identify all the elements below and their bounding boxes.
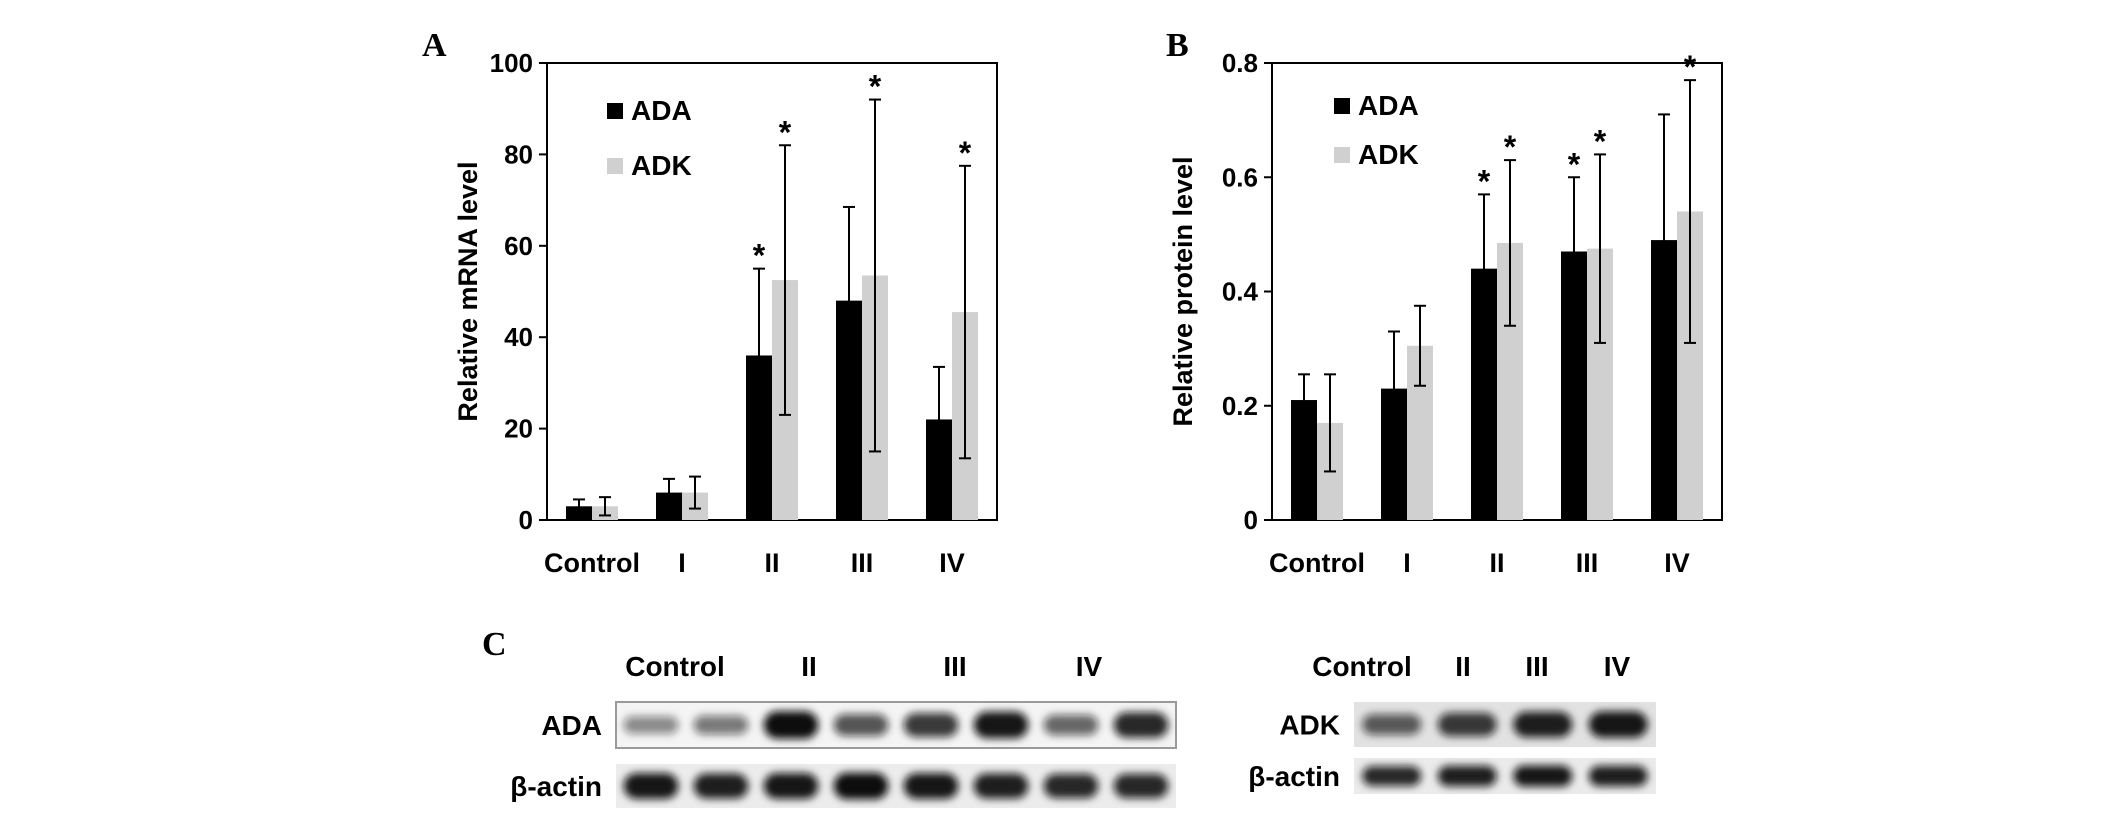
blot-left-lane-label: IV — [1076, 651, 1103, 682]
chart-a-significance-marker: * — [869, 69, 882, 105]
chart-a-y-tick-label: 100 — [490, 48, 533, 78]
blot-left-band — [763, 773, 819, 799]
chart-a-x-tick-label: II — [764, 548, 779, 578]
blot-right-band — [1588, 765, 1648, 787]
blot-right-lane-label: Control — [1312, 651, 1412, 682]
chart-b-x-tick-label: Control — [1269, 548, 1365, 578]
blot-right-band — [1588, 711, 1648, 738]
panel-label-c: C — [482, 626, 507, 663]
blot-left-band — [1113, 773, 1169, 799]
blot-left-band — [1113, 712, 1169, 738]
blot-left-lane-label: III — [943, 651, 966, 682]
blot-right-band — [1513, 711, 1573, 738]
chart-b-x-tick-label: II — [1489, 548, 1504, 578]
chart-a-significance-marker: * — [779, 114, 792, 150]
chart-b-significance-marker: * — [1478, 163, 1491, 199]
blot-left-row-label: β-actin — [510, 771, 602, 802]
blot-right-band — [1362, 714, 1422, 735]
chart-b-y-tick-label: 0.8 — [1222, 48, 1258, 78]
chart-b-significance-marker: * — [1684, 49, 1697, 85]
legend-swatch-adk — [1334, 147, 1350, 163]
chart-a-y-tick-label: 80 — [504, 139, 533, 169]
blot-left-band — [833, 714, 889, 736]
chart-b-x-tick-label: IV — [1664, 548, 1690, 578]
chart-b-x-tick-label: I — [1403, 548, 1411, 578]
chart-a-y-tick-label: 0 — [519, 505, 533, 535]
blot-right-lane-label: II — [1455, 651, 1471, 682]
chart-b-significance-marker: * — [1568, 146, 1581, 182]
legend-label-adk: ADK — [631, 150, 692, 181]
chart-b-significance-marker: * — [1594, 123, 1607, 159]
legend-swatch-adk — [607, 158, 623, 174]
chart-a-x-tick-label: IV — [939, 548, 965, 578]
legend-label-ada: ADA — [1358, 90, 1419, 121]
chart-a-y-tick-label: 40 — [504, 322, 533, 352]
blot-right-band — [1513, 765, 1573, 787]
blot-left-lane-label: Control — [625, 651, 725, 682]
blot-right-lane-label: IV — [1604, 651, 1631, 682]
legend-label-adk: ADK — [1358, 139, 1419, 170]
blot-right-row-label: ADK — [1279, 710, 1340, 741]
chart-a-x-tick-label: I — [678, 548, 686, 578]
chart-b-y-axis-label: Relative protein level — [1168, 156, 1198, 426]
blot-left-band — [833, 772, 889, 800]
chart-a-x-tick-label: III — [851, 548, 874, 578]
blot-left-band — [1043, 714, 1099, 736]
chart-b-significance-marker: * — [1504, 129, 1517, 165]
chart-a-y-tick-label: 60 — [504, 231, 533, 261]
chart-a-x-tick-label: Control — [544, 548, 640, 578]
blot-right-lane-label: III — [1525, 651, 1548, 682]
chart-b-y-tick-label: 0.2 — [1222, 391, 1258, 421]
blot-left-row-label: ADA — [541, 710, 602, 741]
blot-left-band — [623, 716, 679, 734]
chart-a-significance-marker: * — [959, 135, 972, 171]
panel-label-b: B — [1166, 27, 1189, 64]
chart-b-y-tick-label: 0.6 — [1222, 162, 1258, 192]
blot-left-band — [973, 773, 1029, 799]
blot-right-band — [1437, 712, 1497, 737]
blot-left-band — [1043, 773, 1099, 799]
chart-a-y-axis-label: Relative mRNA level — [453, 161, 483, 421]
blot-left-lane-label: II — [801, 651, 817, 682]
legend-swatch-ada — [607, 103, 623, 119]
blot-right-row-label: β-actin — [1248, 761, 1340, 792]
panel-label-a: A — [422, 27, 447, 64]
chart-a-significance-marker: * — [753, 238, 766, 274]
blot-right-band — [1437, 765, 1497, 787]
chart-a-y-tick-label: 20 — [504, 414, 533, 444]
chart-b-x-tick-label: III — [1576, 548, 1599, 578]
blot-left-band — [693, 773, 749, 799]
chart-b-protein: 0 0.2 0.4 0.6 0.8 Relative protein level Contr… — [1168, 48, 1723, 578]
chart-b-y-tick-label: 0.4 — [1222, 277, 1259, 307]
legend-swatch-ada — [1334, 98, 1350, 114]
chart-b-y-tick-label: 0 — [1244, 505, 1258, 535]
blot-left-band — [763, 711, 819, 739]
blot-left-band — [903, 713, 959, 737]
blot-left-band — [623, 773, 679, 799]
legend-label-ada: ADA — [631, 95, 692, 126]
blot-right-band — [1362, 766, 1422, 786]
blot-left-band — [973, 711, 1029, 739]
blot-left-band — [903, 773, 959, 799]
blot-left-band — [693, 715, 749, 735]
